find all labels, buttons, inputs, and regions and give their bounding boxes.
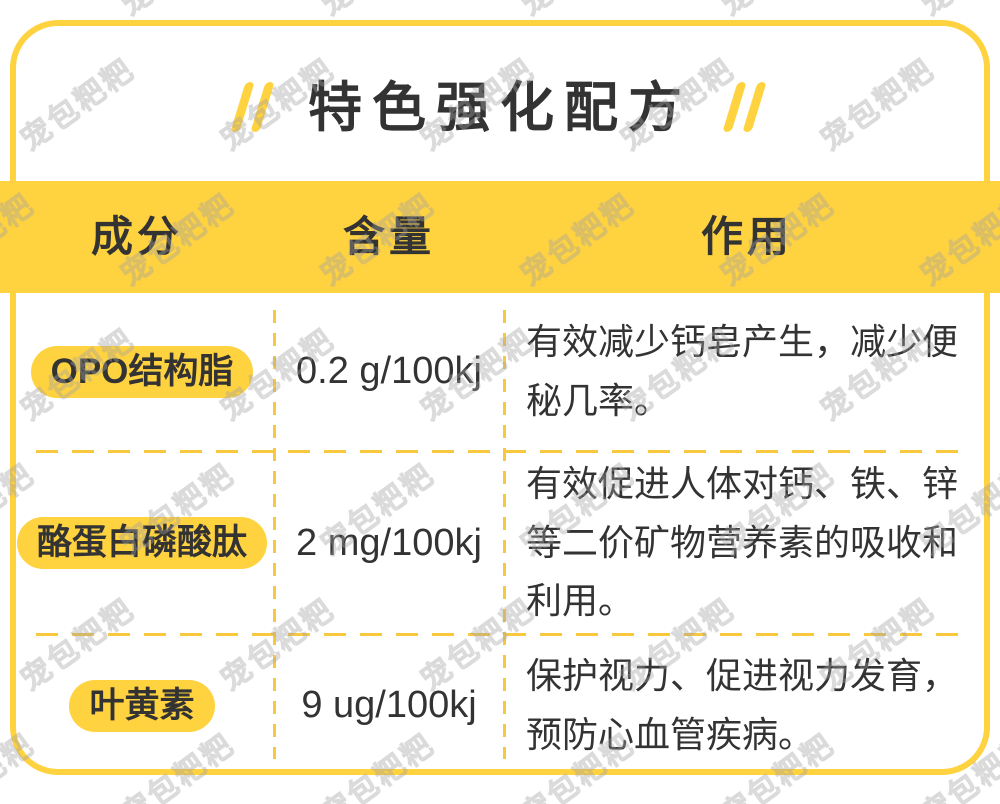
ingredient-pill: 酪蛋白磷酸肽 bbox=[16, 517, 267, 569]
amount-cell: 9 ug/100kj bbox=[301, 684, 477, 726]
outer-frame-border bbox=[10, 20, 990, 775]
header-amount: 含量 bbox=[342, 213, 435, 260]
column-divider-2 bbox=[503, 310, 506, 759]
ingredient-pill: OPO结构脂 bbox=[30, 345, 254, 398]
table-row: OPO结构脂 0.2 g/100kj 有效减少钙皂产生，减少便秘几率。 bbox=[10, 293, 990, 450]
effect-cell: 有效减少钙皂产生，减少便秘几率。 bbox=[526, 320, 959, 421]
ingredient-cell: OPO结构脂 bbox=[10, 345, 274, 398]
amount-cell: 0.2 g/100kj bbox=[296, 350, 482, 392]
row-divider-2 bbox=[36, 633, 964, 636]
watermark-text: 宠包粑粑 bbox=[0, 0, 42, 24]
row-divider-1 bbox=[36, 450, 964, 453]
title-slash-right-icon bbox=[722, 79, 770, 137]
effect-cell: 有效促进人体对钙、铁、锌等二价矿物营养素的吸收和利用。 bbox=[526, 462, 959, 622]
amount-cell: 2 mg/100kj bbox=[296, 521, 482, 564]
table-row: 酪蛋白磷酸肽 2 mg/100kj 有效促进人体对钙、铁、锌等二价矿物营养素的吸… bbox=[10, 453, 990, 633]
header-ingredient: 成分 bbox=[90, 213, 183, 260]
title-slash-left-icon bbox=[230, 79, 278, 137]
table-body: OPO结构脂 0.2 g/100kj 有效减少钙皂产生，减少便秘几率。 酪蛋白磷… bbox=[10, 293, 990, 775]
table-header-band: 成分 含量 作用 bbox=[0, 181, 1000, 293]
title-row: 特色强化配方 bbox=[0, 76, 1000, 140]
ingredient-pill: 叶黄素 bbox=[69, 679, 215, 732]
table-row: 叶黄素 9 ug/100kj 保护视力、促进视力发育，预防心血管疾病。 bbox=[10, 636, 990, 775]
effect-cell: 保护视力、促进视力发育，预防心血管疾病。 bbox=[526, 654, 959, 755]
page-title: 特色强化配方 bbox=[308, 78, 692, 138]
ingredient-cell: 叶黄素 bbox=[10, 679, 274, 732]
column-divider-1 bbox=[273, 310, 276, 759]
ingredient-cell: 酪蛋白磷酸肽 bbox=[10, 517, 274, 569]
header-effect: 作用 bbox=[700, 213, 793, 260]
